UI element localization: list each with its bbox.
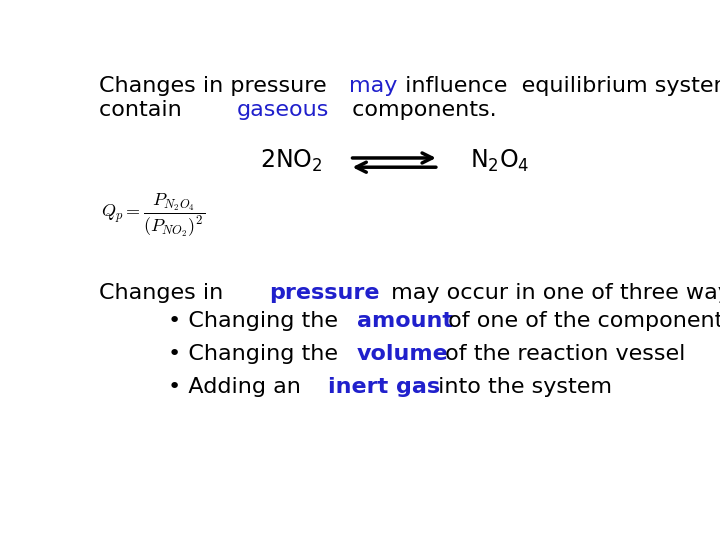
Text: components.: components. bbox=[345, 100, 497, 120]
Text: Changes in pressure: Changes in pressure bbox=[99, 76, 334, 96]
Text: into the system: into the system bbox=[431, 377, 612, 397]
Text: contain: contain bbox=[99, 100, 189, 120]
Text: $\mathregular{2NO_2}$: $\mathregular{2NO_2}$ bbox=[261, 148, 323, 174]
Text: inert gas: inert gas bbox=[328, 377, 441, 397]
Text: • Changing the: • Changing the bbox=[168, 345, 345, 364]
Text: amount: amount bbox=[357, 311, 453, 331]
Text: may: may bbox=[349, 76, 397, 96]
Text: $\mathit{Q}_p = \dfrac{P_{N_2O_4}}{(P_{NO_2})^2}$: $\mathit{Q}_p = \dfrac{P_{N_2O_4}}{(P_{N… bbox=[101, 192, 205, 239]
Text: • Changing the: • Changing the bbox=[168, 311, 345, 331]
Text: pressure: pressure bbox=[269, 283, 379, 303]
Text: Changes in: Changes in bbox=[99, 283, 230, 303]
Text: of one of the components: of one of the components bbox=[441, 311, 720, 331]
Text: gaseous: gaseous bbox=[237, 100, 329, 120]
Text: volume: volume bbox=[357, 345, 449, 364]
Text: may occur in one of three ways:: may occur in one of three ways: bbox=[384, 283, 720, 303]
Text: $\mathregular{N_2O_4}$: $\mathregular{N_2O_4}$ bbox=[469, 148, 529, 174]
Text: of the reaction vessel: of the reaction vessel bbox=[438, 345, 685, 364]
Text: • Adding an: • Adding an bbox=[168, 377, 307, 397]
Text: influence  equilibrium systems that: influence equilibrium systems that bbox=[398, 76, 720, 96]
